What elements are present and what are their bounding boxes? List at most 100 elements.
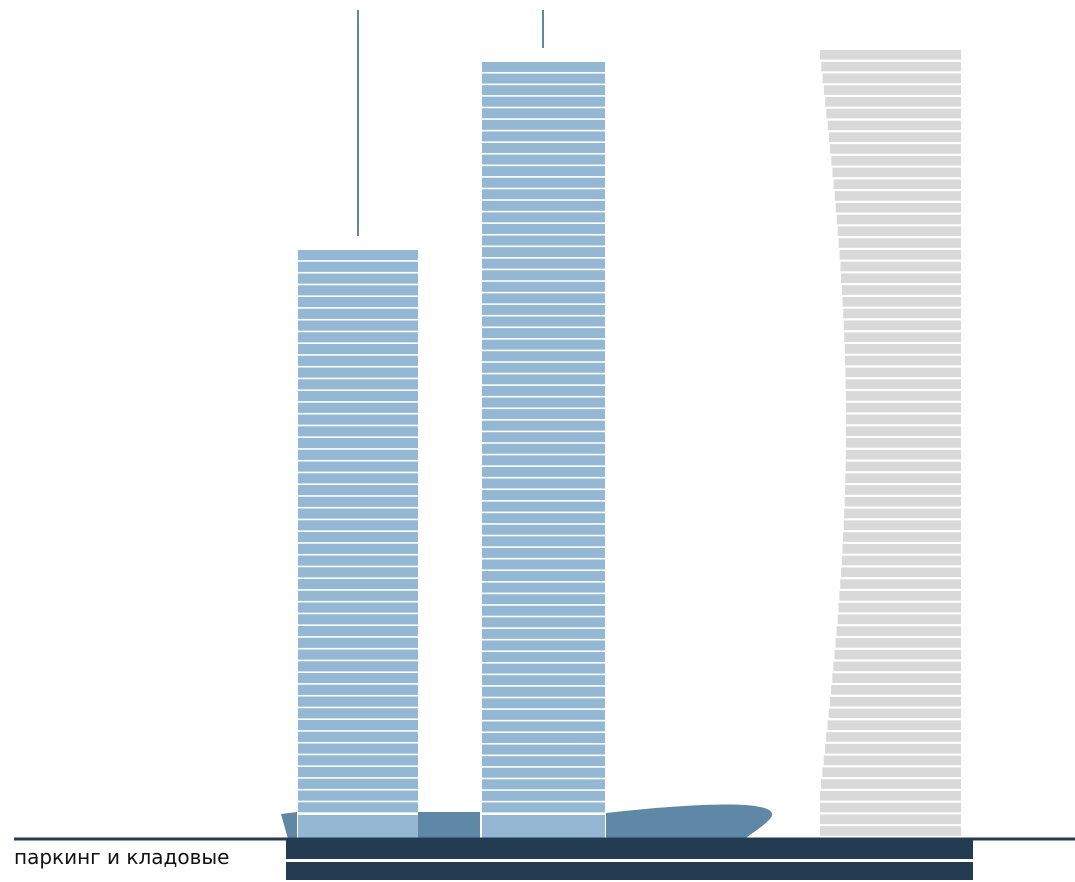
tower-left-floor [298, 250, 418, 261]
tower-center-floor [482, 790, 605, 801]
tower-center-floor [482, 131, 605, 142]
neighbor-floor [823, 85, 961, 95]
tower-left-floor [298, 778, 418, 789]
tower-center-floor [482, 466, 605, 477]
neighbor-tower [820, 50, 961, 836]
neighbor-floor [822, 767, 961, 777]
neighbor-floor [829, 696, 961, 707]
tower-left-floor [298, 273, 418, 284]
neighbor-floor [842, 297, 961, 307]
tower-center-floor [482, 420, 605, 431]
tower-left-floor [298, 426, 418, 437]
tower-left-floor [298, 720, 418, 731]
tower-left-floor [298, 355, 418, 366]
tower-center-floor [482, 293, 605, 304]
tower-left-floor [298, 449, 418, 460]
tower-left-floor [298, 438, 418, 449]
tower-center-floor [482, 571, 605, 582]
tower-center-floor [482, 258, 605, 269]
neighbor-floor [845, 402, 961, 413]
tower-left-floor [298, 379, 418, 390]
tower-center-floor [482, 582, 605, 593]
neighbor-floor [844, 496, 961, 507]
tower-left-floor [298, 567, 418, 578]
tower-center-floor [482, 443, 605, 454]
neighbor-floor [823, 755, 961, 766]
tower-center-floor [482, 304, 605, 315]
tower-center-floor [482, 409, 605, 420]
parking-levels [286, 840, 973, 880]
neighbor-floor [844, 332, 961, 342]
neighbor-floor [822, 73, 961, 84]
tower-center-floor [482, 628, 605, 639]
neighbor-floor [821, 779, 961, 789]
neighbor-floor [833, 179, 961, 189]
podium-wing [606, 804, 773, 839]
tower-left-floor [298, 367, 418, 378]
tower-left-floor [298, 332, 418, 343]
neighbor-floor [839, 591, 961, 601]
tower-center-floor [482, 316, 605, 327]
tower-center-floor [482, 270, 605, 281]
neighbor-floor [841, 555, 961, 566]
tower-center-floor [482, 397, 605, 408]
tower-center-floor [482, 536, 605, 547]
neighbor-floor [845, 379, 961, 389]
tower-center-floor [482, 223, 605, 234]
neighbor-floor [825, 97, 961, 107]
tower-center-floor [482, 362, 605, 373]
tower-left-floor [298, 320, 418, 331]
parking-level-1 [286, 840, 973, 859]
tower-center-floor [482, 385, 605, 396]
neighbor-floor [845, 449, 961, 460]
tower-left-floor [298, 261, 418, 272]
tower-center-floor [482, 490, 605, 501]
tower-left-floor [298, 673, 418, 684]
neighbor-floor [841, 273, 961, 284]
tower-center-floor [482, 779, 605, 790]
neighbor-floor [843, 308, 961, 319]
tower-left-floor [298, 755, 418, 766]
tower-center-floor [482, 652, 605, 662]
neighbor-floor [842, 544, 961, 554]
neighbor-floor [841, 567, 961, 578]
tower-center-floor [482, 547, 605, 558]
neighbor-floor [845, 355, 961, 366]
tower-center-floor [482, 721, 605, 732]
neighbor-floor [845, 485, 961, 495]
tower-left-floor [298, 461, 418, 472]
neighbor-floor [835, 202, 961, 213]
neighbor-floor [820, 50, 961, 60]
neighbor-floor [840, 261, 961, 272]
podium-left-edge [281, 812, 297, 839]
tower-center-floor [482, 594, 605, 605]
tower-left-floor [298, 637, 418, 648]
tower-left-floor [298, 649, 418, 660]
neighbor-floor [833, 661, 961, 672]
neighbor-floor [837, 614, 961, 625]
neighbor-floor [825, 743, 961, 754]
tower-left-lobby [298, 815, 418, 839]
tower-center-floor [482, 733, 605, 743]
tower-center-floor [482, 767, 605, 778]
tower-left-floor [298, 579, 418, 590]
tower-center-floor [482, 640, 605, 651]
tower-center-floor [482, 501, 605, 512]
tower-center-floor [482, 119, 605, 130]
neighbor-floor [828, 708, 961, 719]
neighbor-floor [826, 108, 961, 119]
neighbor-floor [838, 602, 961, 613]
neighbor-floor [827, 120, 961, 131]
tower-left-floor [298, 402, 418, 413]
tower-left-floor [298, 614, 418, 625]
neighbor-floor [845, 461, 961, 472]
tower-center-floor [482, 744, 605, 755]
tower-center-floor [482, 189, 605, 200]
neighbor-floor [845, 391, 961, 401]
tower-center-floor [482, 247, 605, 258]
podium-link-block [418, 812, 480, 839]
tower-left-floor [298, 802, 418, 813]
tower-left-floor [298, 508, 418, 519]
neighbor-floor [820, 814, 961, 825]
